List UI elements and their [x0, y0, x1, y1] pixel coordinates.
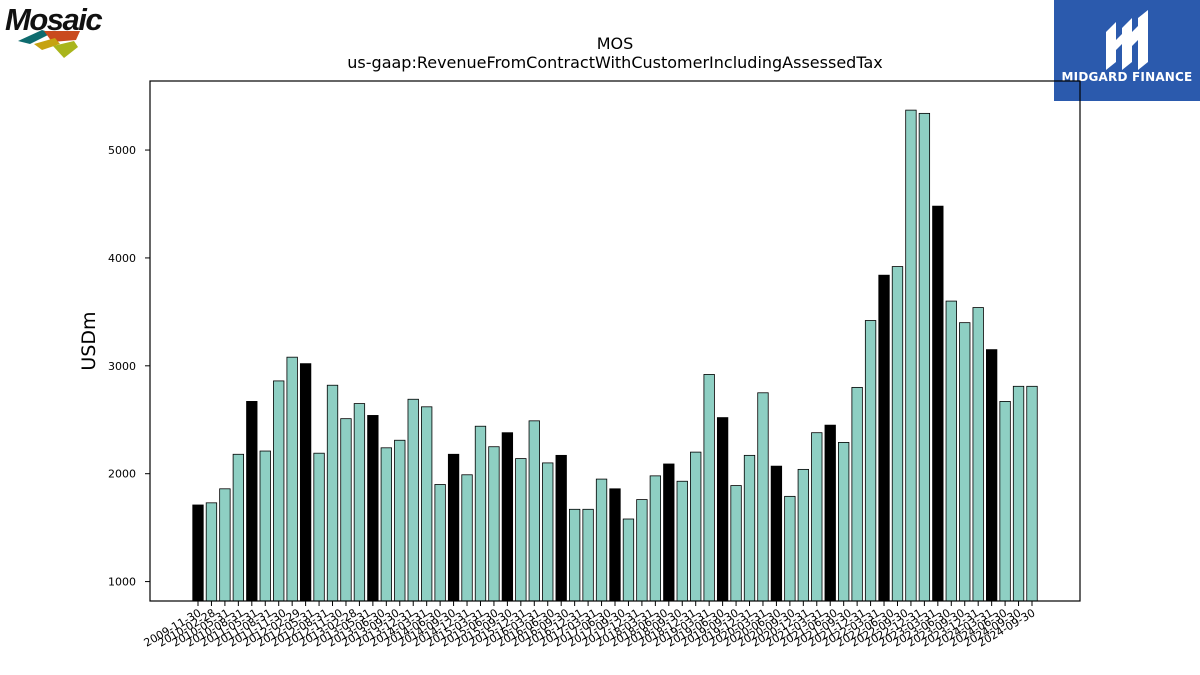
bar	[891, 266, 904, 602]
bar	[501, 432, 514, 602]
bar	[555, 454, 567, 602]
bar	[864, 320, 877, 602]
bar	[1026, 385, 1038, 602]
bar	[273, 380, 285, 602]
bar	[743, 454, 756, 602]
bar	[972, 307, 984, 602]
bar	[932, 205, 944, 602]
y-axis-label: USDm	[78, 311, 100, 370]
bar	[770, 465, 783, 602]
bar	[905, 109, 917, 602]
bar	[878, 274, 890, 602]
y-tick-label: 5000	[108, 144, 136, 157]
bar	[474, 425, 487, 602]
bar	[394, 439, 406, 602]
bar	[380, 447, 392, 602]
bar	[851, 386, 863, 602]
mosaic-logo-mark	[18, 30, 80, 58]
chart-subtitle: us-gaap:RevenueFromContractWithCustomerI…	[347, 53, 882, 72]
bar	[353, 403, 366, 602]
y-tick-label: 3000	[108, 360, 136, 373]
bar	[757, 392, 769, 602]
bar	[259, 450, 271, 602]
bar	[1012, 385, 1025, 602]
bar	[582, 508, 594, 602]
bar	[918, 112, 931, 602]
bar	[676, 480, 688, 602]
bar	[703, 374, 715, 602]
bar	[313, 452, 325, 602]
y-tick-label: 1000	[108, 576, 136, 589]
mosaic-logo: Mosaic	[0, 0, 130, 62]
bar	[232, 453, 245, 602]
bar	[716, 417, 729, 602]
bars-group	[192, 109, 1038, 602]
bar	[421, 406, 433, 602]
y-tick-label: 2000	[108, 468, 136, 481]
plot-frame	[149, 80, 1081, 602]
bar	[340, 418, 352, 602]
bar	[622, 518, 635, 602]
bar	[999, 401, 1011, 602]
bar	[959, 322, 971, 602]
bar	[663, 463, 675, 602]
bar	[219, 488, 231, 602]
bar	[326, 384, 339, 602]
bar	[515, 458, 527, 602]
bar	[609, 488, 621, 602]
midgard-finance-mark	[1106, 10, 1148, 70]
bar	[690, 451, 702, 602]
bar	[649, 475, 662, 602]
bar	[811, 432, 823, 602]
y-tick-label: 4000	[108, 252, 136, 265]
bar	[824, 424, 836, 602]
bar	[797, 468, 809, 602]
bar	[784, 495, 796, 602]
bar	[636, 499, 648, 602]
bar	[192, 504, 204, 602]
bar	[945, 300, 957, 602]
bar	[286, 356, 298, 602]
midgard-finance-logo: MIDGARD FINANCE	[1054, 0, 1200, 101]
bar	[447, 453, 460, 602]
bar	[985, 349, 998, 602]
bar	[367, 415, 379, 602]
bar	[434, 484, 446, 602]
bar	[730, 485, 742, 602]
bar	[488, 446, 500, 602]
bar	[246, 401, 258, 602]
bar	[205, 502, 218, 602]
y-axis: 1000 2000 3000 4000 5000	[108, 144, 150, 589]
x-axis: 2009-11-302010-02-282010-05-312010-08-31…	[142, 601, 1038, 650]
bar	[542, 462, 554, 602]
bar	[568, 508, 581, 602]
chart-title: MOS	[597, 34, 634, 53]
midgard-finance-label: MIDGARD FINANCE	[1061, 70, 1193, 84]
bar	[595, 478, 608, 602]
bar	[299, 363, 312, 602]
bar	[838, 442, 850, 602]
bar	[528, 420, 540, 602]
bar	[461, 474, 473, 602]
bar	[407, 398, 419, 602]
